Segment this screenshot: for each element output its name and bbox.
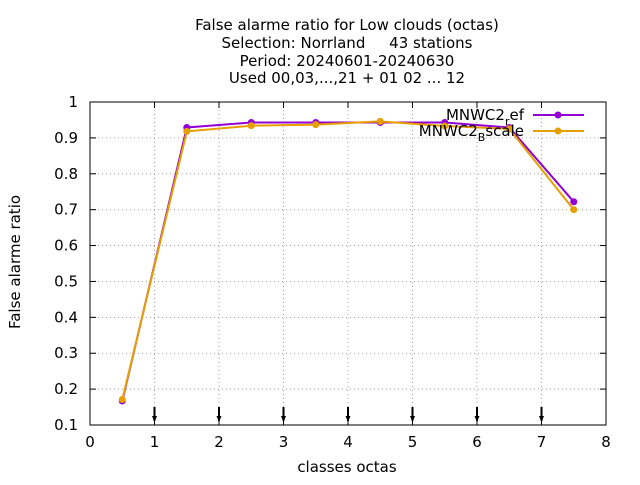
legend-label-subscript: r	[505, 115, 510, 128]
data-point	[570, 198, 578, 206]
y-tick-label: 0.2	[54, 380, 78, 398]
series-2	[118, 117, 578, 404]
legend-label-main: MNWC2	[446, 106, 505, 124]
data-point	[312, 121, 320, 129]
data-point	[505, 125, 513, 133]
x-tick-label: 0	[85, 433, 95, 451]
legend-label-tail: scale	[485, 122, 524, 140]
x-tick-label: 2	[214, 433, 224, 451]
title-line-3: Period: 20240601-20240630	[240, 52, 455, 70]
data-point	[570, 206, 578, 214]
series-line	[121, 121, 575, 402]
x-tick-label: 6	[472, 433, 482, 451]
legend-label-main: MNWC2	[419, 122, 478, 140]
title-line-2: Selection: Norrland 43 stations	[222, 34, 473, 52]
y-tick-label: 0.9	[54, 129, 78, 147]
title-line-1: False alarme ratio for Low clouds (octas…	[195, 16, 499, 34]
y-tick-label: 0.6	[54, 237, 78, 255]
x-tick-label: 8	[601, 433, 611, 451]
y-tick-label: 0.1	[54, 416, 78, 434]
x-axis-ticks: 0 1 2 3 4 5 6 7 8	[85, 102, 611, 451]
series-1	[118, 118, 578, 405]
data-point	[247, 122, 255, 130]
chart-title: False alarme ratio for Low clouds (octas…	[195, 16, 499, 87]
legend-swatch-point	[554, 111, 562, 119]
data-point	[183, 127, 191, 135]
y-tick-label: 0.8	[54, 165, 78, 183]
y-tick-label: 0.4	[54, 308, 78, 326]
legend-label-tail: ef	[509, 106, 524, 124]
title-line-4: Used 00,03,...,21 + 01 02 ... 12	[229, 69, 465, 87]
x-tick-label: 7	[537, 433, 547, 451]
x-tick-label: 5	[408, 433, 418, 451]
legend-swatch-point	[554, 127, 562, 135]
x-tick-label: 3	[279, 433, 289, 451]
y-tick-label: 0.7	[54, 201, 78, 219]
data-point	[441, 122, 449, 130]
y-tick-label: 0.5	[54, 272, 78, 290]
legend-label: MNWC2ref	[446, 106, 525, 128]
x-axis-label: classes octas	[297, 458, 397, 476]
data-series	[118, 117, 578, 405]
y-axis-ticks: 0.1 0.2 0.3 0.4 0.5 0.6 0.7 0.8 0.9 1	[54, 93, 606, 434]
series-line	[121, 120, 575, 400]
y-tick-label: 0.3	[54, 344, 78, 362]
y-axis-label: False alarme ratio	[6, 195, 24, 329]
x-tick-label: 1	[150, 433, 160, 451]
data-point	[376, 117, 384, 125]
x-tick-label: 4	[343, 433, 353, 451]
y-tick-label: 1	[68, 93, 78, 111]
legend-label-subscript: B	[478, 131, 486, 144]
data-point	[118, 396, 126, 404]
legend-label: MNWC2Bscale	[419, 122, 524, 144]
